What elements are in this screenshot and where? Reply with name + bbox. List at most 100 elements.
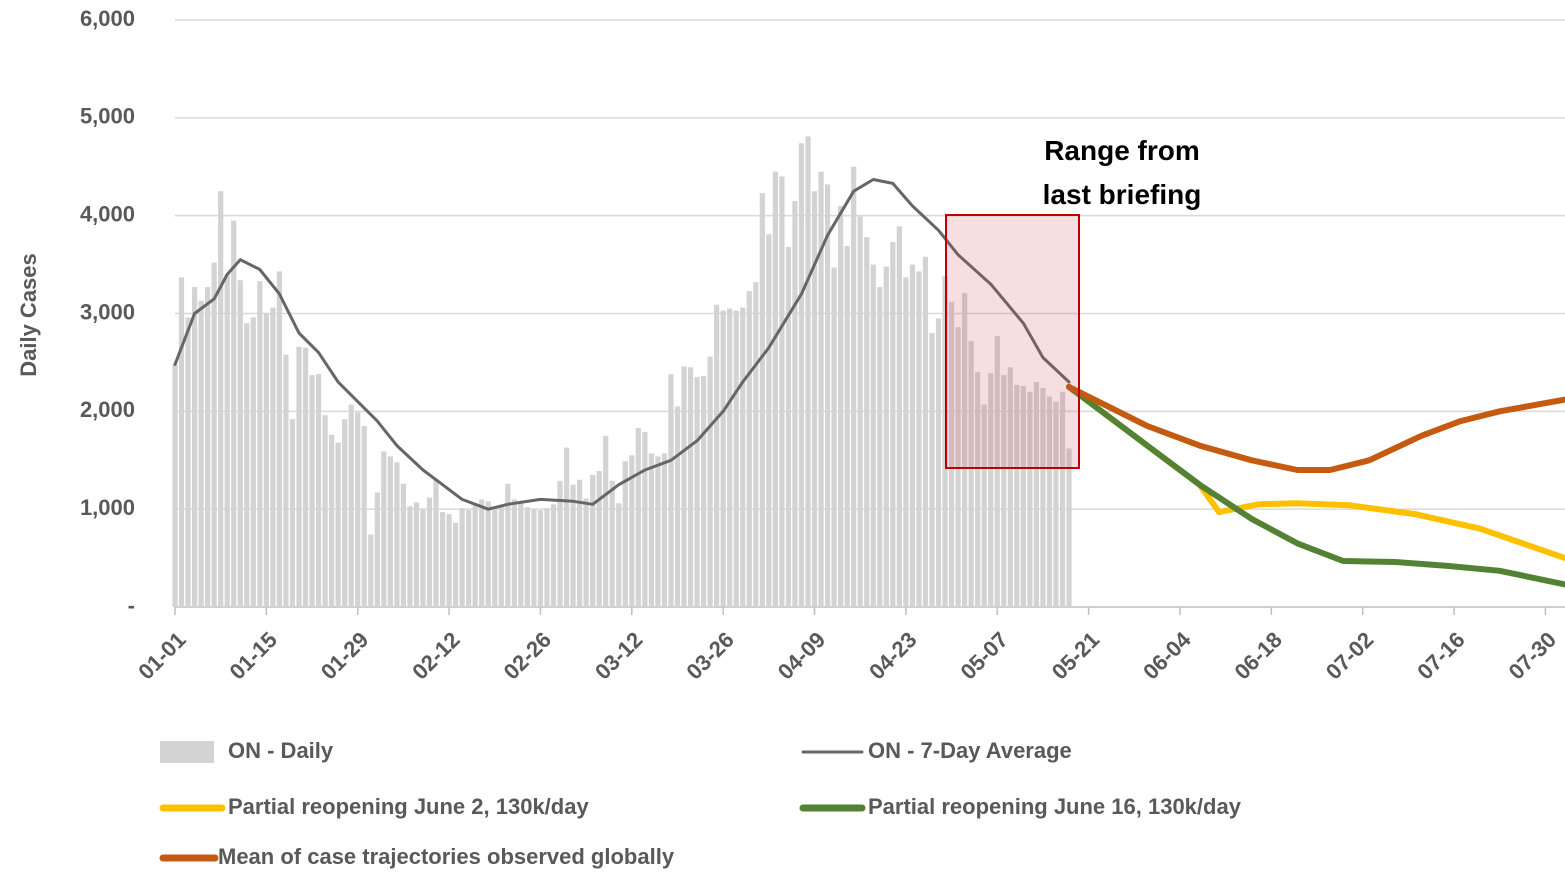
bar (544, 508, 550, 607)
bar (446, 514, 452, 607)
bar (883, 266, 889, 607)
bar (648, 453, 654, 607)
bar (400, 483, 407, 607)
x-tick-label: 07-02 (1321, 627, 1378, 684)
bar (459, 508, 465, 607)
bar (707, 356, 713, 607)
bar (309, 375, 315, 607)
bar (746, 290, 752, 607)
bar (466, 510, 472, 607)
bar (935, 318, 942, 607)
legend-label: Mean of case trajectories observed globa… (218, 844, 675, 869)
y-axis-label: Daily Cases (16, 253, 41, 377)
bar (733, 310, 739, 607)
bar (916, 271, 922, 607)
x-tick-label: 01-15 (225, 627, 282, 684)
bar (890, 242, 896, 607)
bar (968, 340, 974, 607)
y-tick-label: 2,000 (80, 397, 135, 422)
bar (531, 509, 537, 607)
bar (270, 307, 276, 607)
bar (668, 374, 674, 607)
annotation: Range from last briefing (1043, 135, 1202, 210)
x-tick-label: 03-12 (590, 627, 647, 684)
bar (727, 308, 733, 607)
x-tick-label: 05-21 (1047, 627, 1104, 684)
bar (355, 412, 361, 607)
annotation-box (945, 214, 1080, 469)
bar (224, 274, 230, 607)
bar (909, 264, 916, 607)
bar (439, 512, 446, 607)
bar (779, 176, 785, 608)
bar (276, 271, 283, 607)
bar (681, 366, 687, 607)
bar (205, 287, 211, 607)
bar (426, 497, 433, 607)
bar (479, 499, 485, 607)
bar (805, 136, 811, 607)
bar (1040, 387, 1046, 607)
bar (988, 373, 994, 607)
bar (263, 313, 269, 607)
bar (257, 281, 263, 607)
bar (178, 277, 185, 607)
bar (394, 462, 400, 607)
bar (172, 364, 178, 607)
bar (218, 191, 224, 608)
bar (583, 498, 589, 607)
bar (1007, 367, 1013, 607)
bar (518, 503, 524, 607)
bar (811, 191, 818, 608)
bar (472, 505, 478, 607)
bar (929, 333, 935, 607)
x-tick-label: 06-04 (1138, 626, 1196, 684)
bar (720, 310, 726, 607)
bar (596, 471, 602, 607)
y-tick-label: 1,000 (80, 495, 135, 520)
bar (922, 256, 929, 607)
bar (1066, 448, 1072, 607)
bar (420, 509, 426, 607)
bar (838, 205, 844, 607)
bar (348, 404, 354, 607)
bar (368, 534, 374, 607)
bar (661, 453, 668, 607)
bar (857, 216, 863, 607)
bar (792, 200, 798, 607)
bar (896, 226, 902, 607)
bar (844, 245, 850, 607)
bar (557, 480, 563, 607)
x-tick-label: 04-23 (864, 627, 921, 684)
bar (1027, 391, 1033, 607)
bar (524, 507, 530, 607)
bar (250, 317, 256, 607)
bar (981, 404, 987, 607)
bar (322, 415, 328, 607)
bar (485, 501, 491, 607)
bar (191, 287, 198, 607)
bar (590, 474, 596, 607)
bar (975, 372, 981, 607)
x-tick-label: 07-30 (1504, 627, 1561, 684)
bar (329, 434, 335, 607)
bar (231, 220, 237, 607)
x-tick-label: 04-09 (773, 627, 830, 684)
bar (315, 374, 322, 607)
bar (629, 455, 635, 607)
x-tick-label: 05-07 (955, 627, 1012, 684)
bar (1014, 384, 1020, 607)
bar (505, 483, 511, 607)
bar (1046, 396, 1053, 607)
bar (563, 447, 570, 607)
bar (342, 419, 348, 607)
bar (361, 426, 367, 607)
bar (1001, 375, 1007, 607)
bar (237, 280, 243, 607)
legend-label: ON - 7-Day Average (868, 738, 1072, 763)
bar (387, 456, 393, 607)
line (1066, 383, 1565, 473)
bar (283, 354, 289, 607)
